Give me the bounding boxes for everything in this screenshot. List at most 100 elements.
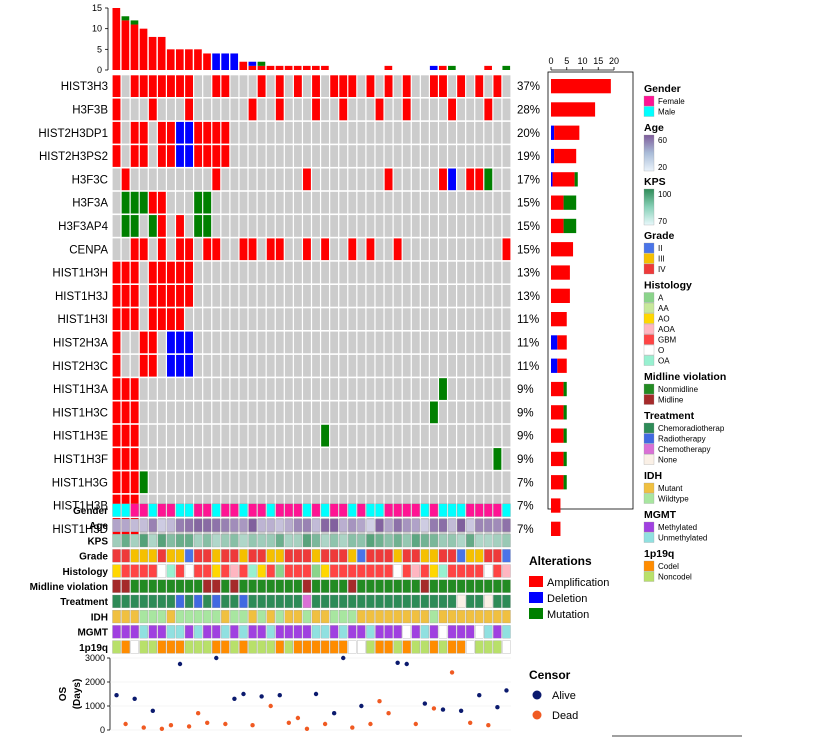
gene-label: H3F3A	[72, 198, 108, 210]
oncoprint-cell	[303, 238, 311, 261]
annotation-cell	[348, 640, 357, 654]
oncoprint-cell	[448, 168, 456, 191]
oncoprint-cell	[284, 471, 293, 494]
oncoprint-cell	[375, 98, 384, 121]
oncoprint-cell	[185, 401, 194, 424]
annotation-cell	[184, 564, 194, 578]
oncoprint-cell	[139, 401, 148, 424]
oncoprint-cell	[293, 168, 302, 191]
oncoprint-cell	[448, 471, 456, 494]
oncoprint-cell	[366, 378, 375, 400]
oncoprint-cell	[185, 261, 194, 284]
oncoprint-cell	[339, 424, 348, 447]
annotation-cell	[302, 518, 312, 532]
oncoprint-cell	[148, 191, 157, 214]
annotation-cell	[438, 503, 448, 517]
annotation-cell	[311, 579, 321, 593]
oncoprint-cell	[194, 168, 203, 191]
annotation-cell	[193, 503, 203, 517]
annotation-cell	[411, 503, 420, 517]
annotation-cell	[384, 503, 393, 517]
annotation-cell	[112, 594, 121, 608]
col-bar-mut	[502, 65, 511, 70]
oncoprint-mutation-mark	[203, 191, 212, 214]
annotation-cell	[456, 640, 466, 654]
annotation-cell	[139, 579, 148, 593]
oncoprint-cell	[339, 471, 348, 494]
oncoprint-cell	[375, 261, 384, 284]
oncoprint-cell	[493, 191, 502, 214]
alterations-legend-swatch	[529, 608, 543, 619]
annotation-cell	[166, 579, 176, 593]
annotation-cell	[320, 610, 330, 624]
oncoprint-cell	[284, 378, 293, 400]
annotation-cell	[203, 594, 212, 608]
oncoprint-cell	[157, 145, 166, 167]
annotation-cell	[475, 594, 484, 608]
annotation-cell	[375, 503, 384, 517]
legend-swatch	[643, 532, 655, 543]
oncoprint-cell	[239, 471, 248, 494]
oncoprint-cell	[402, 121, 411, 144]
oncoprint-cell	[230, 354, 239, 377]
oncoprint-cell	[384, 261, 393, 284]
oncoprint-cell	[167, 448, 175, 470]
percentage-label: 13%	[517, 268, 540, 280]
oncoprint-cell	[502, 331, 511, 354]
gene-label: HIST1H3E	[53, 431, 108, 443]
oncoprint-cell	[502, 471, 511, 494]
os-point-dead	[168, 723, 174, 728]
annotation-cell	[221, 503, 230, 517]
row-bar-amplification	[551, 195, 564, 210]
oncoprint-cell	[384, 238, 393, 261]
annotation-cell	[393, 518, 402, 532]
oncoprint-cell	[375, 378, 384, 400]
col-bar-amp	[275, 65, 284, 70]
oncoprint-cell	[266, 331, 275, 354]
col-bar-amp	[166, 49, 175, 70]
annotation-cell	[456, 594, 466, 608]
censor-legend-dot	[532, 690, 542, 700]
oncoprint-cell	[312, 448, 320, 470]
oncoprint-cell	[257, 331, 266, 354]
oncoprint-cell	[139, 238, 148, 261]
os-point-alive	[440, 707, 446, 712]
percentage-labels: 37% 28% 20% 19% 17% 15% 15% 15% 13% 13% 11% 11% 11% 9…	[517, 81, 540, 536]
oncoprint-cell	[366, 401, 375, 424]
annotation-cell	[239, 518, 248, 532]
oncoprint-cell	[130, 308, 139, 330]
os-point-dead	[223, 721, 228, 727]
oncoprint-cell	[176, 75, 184, 97]
oncoprint-cell	[275, 448, 284, 470]
oncoprint-cell	[393, 354, 402, 377]
oncoprint-cell	[293, 401, 302, 424]
oncoprint-cell	[321, 261, 330, 284]
oncoprint-cell	[448, 261, 456, 284]
oncoprint-cell	[230, 401, 239, 424]
oncoprint-cell	[393, 98, 402, 121]
annotation-cell	[121, 594, 130, 608]
os-point-alive	[214, 655, 219, 661]
oncoprint-cell	[466, 191, 475, 214]
annotation-cell	[239, 579, 248, 593]
oncoprint-cell	[139, 331, 148, 354]
oncoprint-cell	[121, 331, 130, 354]
oncoprint-cell	[312, 331, 320, 354]
oncoprint-cell	[130, 75, 139, 97]
col-bar-amp	[139, 28, 148, 71]
oncoprint-cell	[420, 98, 429, 121]
annotation-cell	[130, 518, 139, 532]
oncoprint-cell	[375, 401, 384, 424]
annotation-cell	[230, 518, 239, 532]
oncoprint-cell	[439, 401, 447, 424]
oncoprint-cell	[148, 261, 157, 284]
annotation-cell	[203, 564, 212, 578]
oncoprint-cell	[167, 261, 175, 284]
annotation-cell	[266, 579, 275, 593]
annotation-cell	[466, 579, 475, 593]
annotation-cell	[230, 534, 239, 548]
col-bar-amp	[194, 49, 202, 70]
oncoprint-cell	[475, 168, 484, 191]
annotation-cell	[393, 503, 402, 517]
annotation-cell	[212, 640, 221, 654]
